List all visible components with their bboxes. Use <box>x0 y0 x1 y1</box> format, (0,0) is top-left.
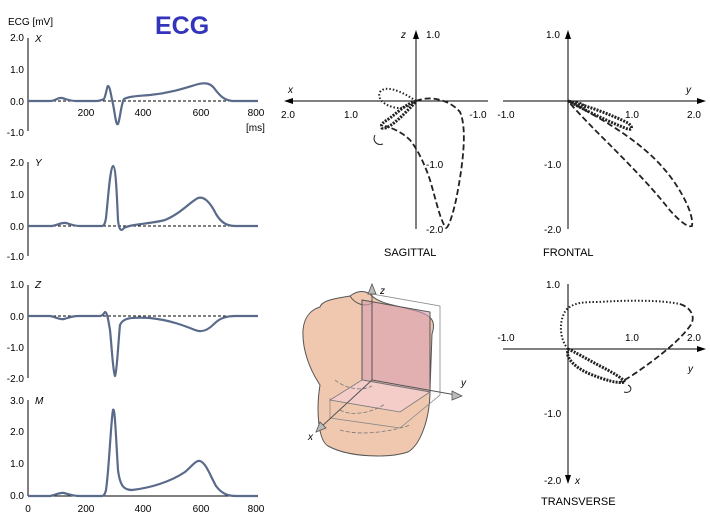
transverse-v-arrow <box>565 475 571 484</box>
panel-x-xtick: 800 <box>248 108 265 119</box>
ecg-axis-label: ECG [mV] <box>8 17 53 28</box>
panel-m-ytick: 2.0 <box>10 427 24 438</box>
frontal-caption: FRONTAL <box>543 247 594 259</box>
transverse-h-axis-label: y <box>687 364 694 375</box>
figure-title: ECG <box>155 12 209 40</box>
transverse-h-tick: 1.0 <box>625 333 639 344</box>
panel-m-xtick: 200 <box>78 504 95 515</box>
panel-z-ytick: 0.0 <box>10 312 24 323</box>
sagittal-v-tick: -1.0 <box>426 160 444 171</box>
torso-z-label: z <box>379 286 385 297</box>
ecg-panel-x: X 2.0 1.0 0.0 -1.0 200 400 600 800 [ms] <box>7 33 265 139</box>
torso-x-label: x <box>307 432 314 443</box>
transverse-v-axis-label: x <box>574 476 581 487</box>
sagittal-h-arrow <box>284 98 293 104</box>
panel-x-label: X <box>34 34 42 45</box>
torso-y-label: y <box>460 378 467 389</box>
ecg-panel-z: Z 1.0 0.0 -1.0 -2.0 <box>7 280 258 385</box>
frontal-h-tick: -1.0 <box>497 110 515 121</box>
transverse-direction-arrow <box>623 384 632 393</box>
panel-m-ytick: 1.0 <box>10 459 24 470</box>
panel-y-ytick: 2.0 <box>10 158 24 169</box>
sagittal-h-axis-label: x <box>287 85 294 96</box>
transverse-v-tick: -2.0 <box>544 476 562 487</box>
panel-x-ytick: 2.0 <box>10 33 24 44</box>
sagittal-caption: SAGITTAL <box>384 247 436 259</box>
panel-y-ytick: 1.0 <box>10 190 24 201</box>
frontal-h-arrow <box>697 98 706 104</box>
panel-z-ytick: -1.0 <box>7 343 25 354</box>
torso-illustration: z y x <box>302 282 467 457</box>
transverse-p-loop <box>560 299 681 350</box>
panel-x-ytick: -1.0 <box>7 128 25 139</box>
sagittal-v-axis-label: z <box>400 30 406 41</box>
frontal-v-tick: -2.0 <box>544 225 562 236</box>
sagittal-t-loop <box>380 99 418 130</box>
sagittal-direction-arrow <box>373 134 384 145</box>
torso-y-axis <box>371 379 457 396</box>
frontal-t-loop <box>567 99 634 131</box>
sagittal-loop-plot: x z 2.0 1.0 -1.0 1.0 -1.0 -2.0 SAGITTAL <box>281 30 488 259</box>
panel-x-time-unit: [ms] <box>246 123 265 134</box>
transverse-h-tick: -1.0 <box>497 333 515 344</box>
panel-m-ytick: 0.0 <box>10 491 24 502</box>
ecg-panel-y: Y 2.0 1.0 0.0 -1.0 <box>7 158 258 263</box>
transverse-caption: TRANSVERSE <box>541 496 616 508</box>
panel-m-xtick: 800 <box>248 504 265 515</box>
torso-x-arrow <box>315 421 327 433</box>
sagittal-qrs-loop <box>384 97 465 229</box>
torso-transverse-plane <box>328 379 432 413</box>
panel-z-ytick: 1.0 <box>10 280 24 291</box>
panel-z-trace <box>28 310 258 378</box>
frontal-v-tick: -1.0 <box>544 160 562 171</box>
panel-x-trace <box>28 82 258 126</box>
frontal-h-tick: 1.0 <box>625 110 639 121</box>
torso-z-arrow <box>367 282 377 295</box>
sagittal-h-tick: 1.0 <box>344 110 358 121</box>
sagittal-v-tick: 1.0 <box>426 30 440 41</box>
panel-z-label: Z <box>34 280 42 291</box>
torso-y-arrow <box>451 390 463 401</box>
transverse-v-tick: -1.0 <box>544 409 562 420</box>
frontal-h-axis-label: y <box>685 85 692 96</box>
panel-x-xtick: 200 <box>78 108 95 119</box>
panel-x-xtick: 600 <box>193 108 210 119</box>
panel-y-trace <box>28 164 258 231</box>
sagittal-v-arrow <box>413 30 419 39</box>
panel-y-label: Y <box>35 158 43 169</box>
torso-contour-lines <box>334 379 411 434</box>
transverse-qrs-loop <box>619 303 694 383</box>
panel-x-ytick: 1.0 <box>10 65 24 76</box>
torso-x-axis <box>319 379 373 429</box>
panel-x-ytick: 0.0 <box>10 97 24 108</box>
frontal-qrs-loop <box>567 100 694 228</box>
sagittal-v-tick: -2.0 <box>426 225 444 236</box>
sagittal-h-tick: -1.0 <box>469 110 487 121</box>
panel-z-ytick: -2.0 <box>7 374 25 385</box>
panel-y-ytick: -1.0 <box>7 252 25 263</box>
frontal-v-tick: 1.0 <box>546 30 560 41</box>
panel-x-xtick: 400 <box>135 108 152 119</box>
transverse-t-loop <box>566 347 628 384</box>
panel-m-xtick: 0 <box>25 504 31 515</box>
transverse-h-arrow <box>697 346 706 352</box>
panel-m-trace <box>28 408 258 498</box>
ecg-panel-m: M 3.0 2.0 1.0 0.0 0 200 400 600 800 <box>10 396 265 515</box>
panel-m-ytick: 3.0 <box>10 396 24 407</box>
transverse-h-tick: 2.0 <box>687 333 701 344</box>
sagittal-p-loop <box>378 87 417 110</box>
torso-outline-box <box>329 293 441 429</box>
sagittal-h-tick: 2.0 <box>281 110 295 121</box>
ecg-panels: ECG [mV] X 2.0 1.0 0.0 -1.0 200 400 600 … <box>7 17 265 515</box>
transverse-loop-plot: y x -1.0 1.0 2.0 1.0 -1.0 -2.0 TRANSVERS… <box>497 280 706 508</box>
panel-m-xtick: 600 <box>193 504 210 515</box>
transverse-v-tick: 1.0 <box>546 280 560 291</box>
panel-m-label: M <box>35 396 44 407</box>
panel-m-xtick: 400 <box>135 504 152 515</box>
frontal-v-arrow <box>565 30 571 39</box>
panel-y-ytick: 0.0 <box>10 222 24 233</box>
frontal-loop-plot: y -1.0 1.0 2.0 1.0 -1.0 -2.0 FRONTAL <box>497 30 706 259</box>
frontal-h-tick: 2.0 <box>687 110 701 121</box>
